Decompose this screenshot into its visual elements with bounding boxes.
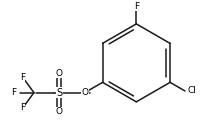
Text: F: F: [11, 88, 16, 97]
Text: O: O: [81, 88, 88, 97]
Text: Cl: Cl: [186, 87, 195, 95]
Text: F: F: [20, 73, 25, 82]
Text: O: O: [56, 107, 63, 116]
Text: F: F: [20, 103, 25, 112]
Text: S: S: [56, 88, 62, 98]
Text: F: F: [133, 2, 138, 11]
Text: O: O: [56, 69, 63, 78]
